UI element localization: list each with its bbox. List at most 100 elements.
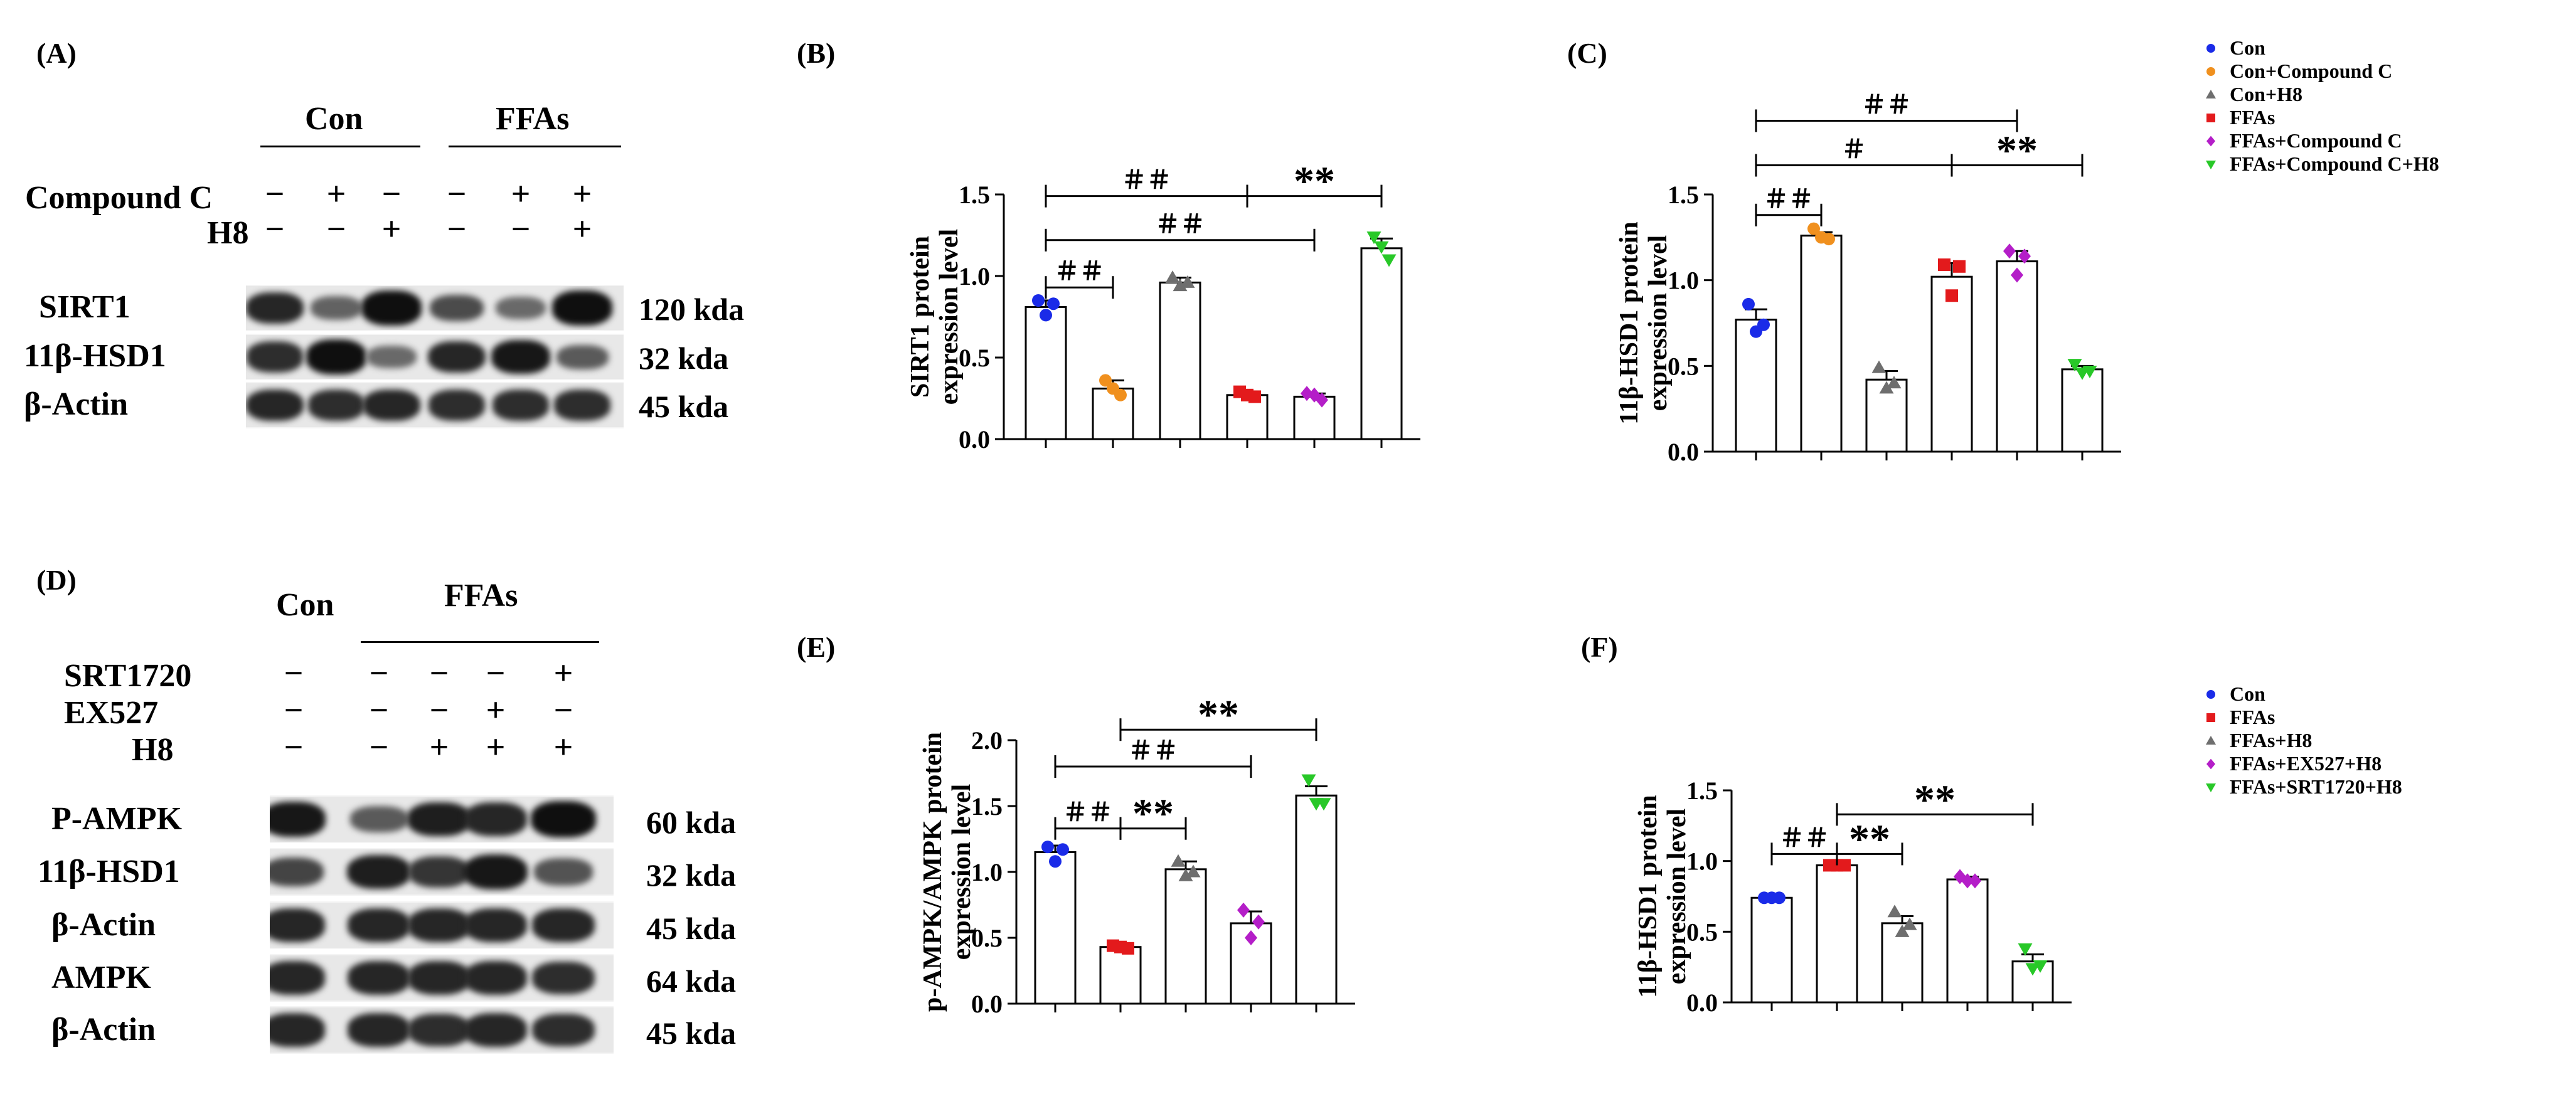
significance-label: ** [1294,159,1335,204]
legend-marker [2206,135,2215,146]
blot-a-compound-sign: − [265,175,285,213]
blot-a-protein-label: 11β-HSD1 [24,338,166,374]
blot-a-protein-label: SIRT1 [39,289,130,325]
y-tick-label: 1.5 [971,792,1003,820]
data-point [1879,381,1894,394]
bar-chart-b: 0.0 0.5 1.0 1.5 SIRT1 protein expression leve… [906,159,1420,454]
data-point [1887,376,1902,389]
data-point [2018,248,2031,264]
blot-a-band [553,390,611,421]
blot-d-sign: − [284,691,304,729]
blot-a-compound-sign: − [381,175,402,213]
blot-a-band [556,344,609,369]
y-tick-label: 1.5 [1686,777,1718,805]
data-point [1902,917,1917,930]
y-tick-label: 1.0 [959,262,990,290]
data-point [1186,864,1201,878]
y-tick-label: 0.5 [959,344,990,372]
bar [1092,387,1134,440]
blot-d-protein-label: P-AMPK [51,801,182,837]
legend-item: FFAs+Compound C [2202,129,2439,152]
blot-a-band [246,292,304,324]
data-point [1245,930,1257,945]
legend-item: Con [2202,682,2402,706]
bar [1164,868,1207,1005]
data-point [1887,905,1902,918]
bar [1996,260,2038,453]
legend-item: FFAs+EX527+H8 [2202,752,2402,775]
legend-label: FFAs+H8 [2230,729,2313,751]
y-tick-label: 0.0 [959,425,990,454]
blot-d-band [464,961,528,995]
blot-d-protein-label: AMPK [51,960,151,995]
blot-a-h8-sign: − [265,210,285,248]
legend-marker-shape [2206,135,2215,146]
blot-d-band [347,1013,411,1047]
blot-a-band [311,296,362,320]
data-point [1765,891,1778,905]
bar [1750,896,1793,1004]
blot-a-compound-sign: − [447,175,467,213]
legend-marker-shape [2205,89,2217,98]
significance-label: ＃ [1841,135,1866,164]
blot-d-sign: − [369,691,389,729]
significance-label: ＃＃ [1055,257,1105,285]
blot-a-band-strip [246,382,624,428]
legend-marker [2205,735,2217,745]
bar [1946,878,1989,1004]
significance-label: ＃＃ [1128,736,1178,765]
blot-a-kda-label: 45 kda [639,389,729,424]
legend-label: FFAs [2230,706,2275,728]
blot-d-sign: + [553,728,573,766]
data-point [1241,388,1253,401]
blot-a-row-compound-c: Compound C [25,180,213,216]
legend-marker [2205,783,2217,792]
data-point [1831,859,1843,872]
blot-d-band-strip [270,901,614,949]
legend-item: FFAs [2202,106,2439,129]
blot-d-kda-label: 45 kda [646,911,737,946]
legend-item: FFAs+Compound C+H8 [2202,152,2439,176]
blot-d-sign: − [486,654,506,692]
bar [1800,235,1843,453]
blot-d-band [347,854,411,889]
blot-d-band [347,908,411,942]
data-point [1961,873,1974,889]
bar-chart-c: 0.0 0.5 1.0 1.5 11β-HSD1 protein expression l… [1615,90,2121,466]
y-axis-label: expression level [1663,809,1691,984]
legend-label: Con [2230,682,2265,705]
blot-d-kda-label: 45 kda [646,1016,737,1051]
y-axis-label: expression level [947,784,976,960]
data-point [1165,270,1180,284]
data-point [1742,297,1755,311]
data-point [1047,297,1060,311]
blot-d-band [464,908,528,942]
blot-a-band-strip [246,334,624,380]
bar-chart-e: 0.0 0.5 1.0 1.5 2.0 p-AMPK/AMPK protein expres… [918,692,1355,1018]
data-point [1969,873,1981,889]
data-point [1750,325,1762,338]
y-axis-label: expression level [935,229,964,405]
legend-marker-shape [2206,113,2215,122]
data-point [1309,798,1324,811]
blot-d-band-strip [270,1006,614,1054]
legend-item: FFAs [2202,706,2402,729]
blot-d-sign: − [284,654,304,692]
legend-label: FFAs+Compound C+H8 [2230,152,2439,175]
legend-label: Con [2230,36,2265,59]
blot-a-h8-sign: − [447,210,467,248]
blot-d-treatment-label: H8 [132,732,174,768]
blot-d-sign: − [369,728,389,766]
panel-label-e: (E) [797,631,836,663]
blot-a-ffas-line [449,146,621,147]
data-point [2003,243,2016,259]
blot-d-band [532,1014,595,1046]
blot-a-h8-sign: − [511,210,531,248]
blot-d-band [464,1013,528,1047]
legend-marker-shape [2206,713,2215,722]
legend-marker-shape [2205,783,2217,792]
legend-marker-shape [2205,735,2217,745]
blot-a-band [430,294,484,322]
legend-marker [2205,160,2217,169]
legend-item: Con+H8 [2202,83,2439,106]
